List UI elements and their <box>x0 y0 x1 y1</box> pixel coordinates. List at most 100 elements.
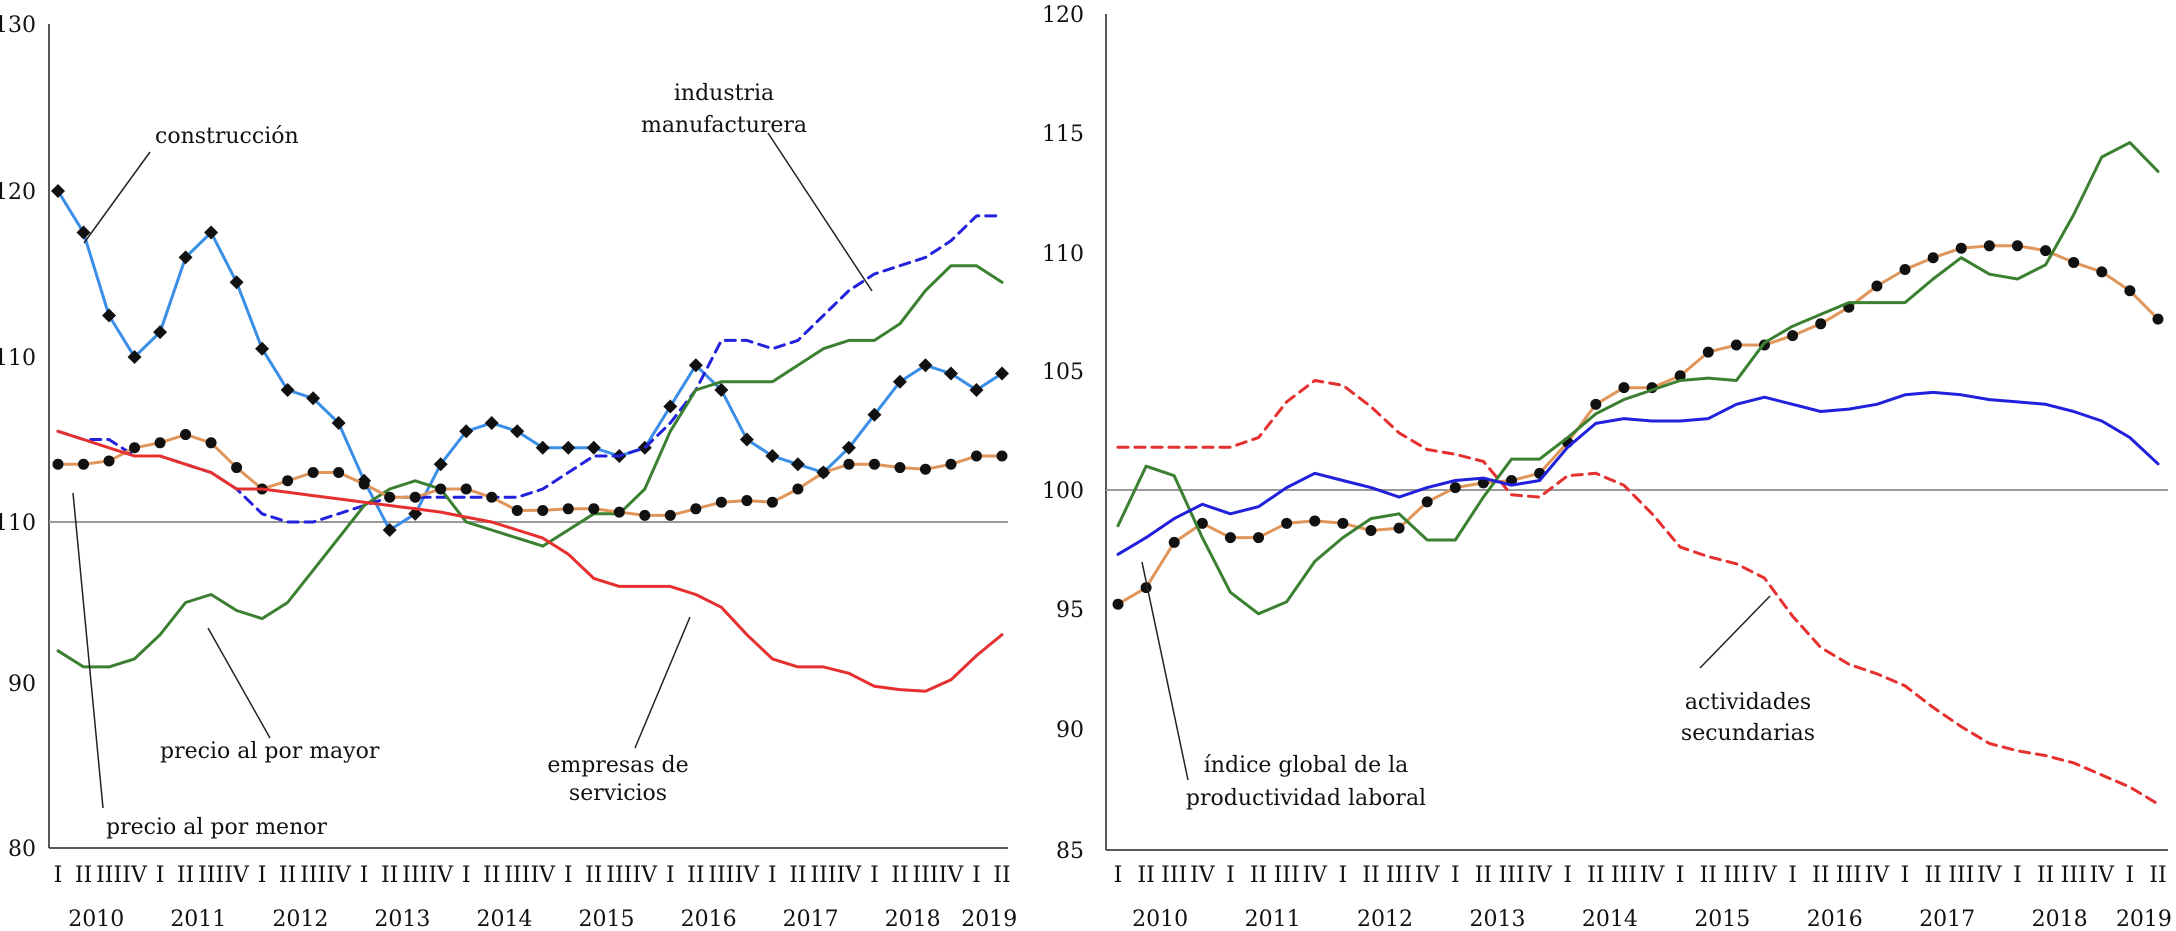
left-series-layer <box>51 184 1009 693</box>
left-year-label-2015: 2015 <box>579 907 635 931</box>
right-quarter-label-16: I <box>1563 863 1572 888</box>
left-year-label-2019: 2019 <box>961 907 1017 931</box>
right-quarter-label-34: III <box>2061 863 2087 888</box>
left-quarter-label-34: III <box>912 863 938 888</box>
right-series-indice-global-de-la-productividad-laboral-point-3 <box>1196 517 1208 529</box>
right-series-indice-global-de-la-productividad-laboral-point-32 <box>2011 240 2023 252</box>
left-y-tick-0: 130 <box>0 13 36 38</box>
left-series-precio-al-por-menor-point-0 <box>52 458 64 470</box>
left-series-construccion-point-34 <box>918 358 933 373</box>
right-series-indice-global-de-la-productividad-laboral-point-9 <box>1365 524 1377 536</box>
annotation-empresas-line2: servicios <box>569 781 667 806</box>
left-year-label-2018: 2018 <box>885 907 941 931</box>
right-quarter-label-12: I <box>1451 863 1460 888</box>
left-series-precio-al-por-menor-point-3 <box>129 442 141 454</box>
left-series-precio-al-por-menor-point-31 <box>843 458 855 470</box>
annotation-precio-mayor: precio al por mayor <box>160 739 380 764</box>
left-quarter-label-4: I <box>156 863 165 888</box>
left-series-precio-al-por-menor-point-37 <box>996 450 1008 462</box>
left-series-precio-al-por-menor-point-12 <box>358 478 370 490</box>
left-series-precio-al-por-menor-point-33 <box>894 462 906 474</box>
annotation-actividades-line2: secundarias <box>1681 721 1815 746</box>
right-quarter-label-14: III <box>1498 863 1524 888</box>
left-quarter-label-32: I <box>870 863 879 888</box>
right-quarter-label-3: IV <box>1190 863 1216 888</box>
left-y-tick-labels: 130 120 110 110 90 80 <box>0 13 36 862</box>
left-year-label-2010: 2010 <box>68 907 124 931</box>
left-series-construccion-point-2 <box>102 308 117 323</box>
right-series-indice-global-de-la-productividad-laboral-point-20 <box>1674 370 1686 382</box>
left-y-tick-1: 120 <box>0 180 36 205</box>
right-quarter-label-25: II <box>1812 863 1829 888</box>
left-series-precio-al-por-menor-point-9 <box>282 475 294 487</box>
right-quarter-label-27: IV <box>1865 863 1891 888</box>
leader-empresas <box>634 616 691 749</box>
left-quarter-label-22: III <box>606 863 632 888</box>
leader-indice-global <box>1141 561 1189 781</box>
right-series-indice-global-de-la-productividad-laboral-point-24 <box>1787 330 1799 342</box>
right-quarter-label-36: I <box>2126 863 2135 888</box>
left-series-construccion-point-16 <box>459 424 474 439</box>
annotation-indice-line1: índice global de la <box>1204 753 1409 778</box>
left-series-empresas-de-servicios-line <box>56 429 1004 693</box>
left-series-construccion-point-21 <box>586 440 601 455</box>
right-series-indice-global-de-la-productividad-laboral-point-18 <box>1618 382 1630 394</box>
left-series-precio-al-por-menor-point-18 <box>511 504 523 516</box>
right-series-indice-global-de-la-productividad-laboral-point-34 <box>2068 256 2080 268</box>
right-year-label-2011: 2011 <box>1245 907 1301 931</box>
left-y-tick-5: 80 <box>8 837 36 862</box>
leader-precio-mayor <box>207 627 271 739</box>
left-series-precio-al-por-menor-point-23 <box>639 509 651 521</box>
left-year-label-2011: 2011 <box>170 907 226 931</box>
left-series-construccion-point-13 <box>382 523 397 538</box>
right-series-indice-global-de-la-productividad-laboral-point-33 <box>2040 245 2052 257</box>
left-quarter-label-37: II <box>993 863 1010 888</box>
right-year-labels: 2010 2011 2012 2013 2014 2015 2016 2017 2018 2019 <box>1132 907 2172 931</box>
left-quarter-label-16: I <box>462 863 471 888</box>
left-series-industria-manufacturera <box>56 214 1004 524</box>
left-series-precio-al-por-menor-point-16 <box>460 483 472 495</box>
left-quarter-label-35: IV <box>939 863 965 888</box>
left-series-construccion-point-27 <box>739 432 754 447</box>
annotation-industria-line1: industria <box>674 81 774 106</box>
left-quarter-label-2: III <box>96 863 122 888</box>
right-y-tick-2: 110 <box>1042 242 1084 267</box>
left-quarter-label-25: II <box>687 863 704 888</box>
right-quarter-label-33: II <box>2037 863 2054 888</box>
right-y-tick-5: 95 <box>1056 598 1084 623</box>
left-y-tick-4: 90 <box>8 672 36 697</box>
left-quarter-labels: I II III IV I II III IV I II III IV I II III IV I II III IV… <box>54 863 1011 888</box>
right-series-total <box>1116 141 2160 616</box>
left-series-construccion-point-4 <box>153 325 168 340</box>
left-quarter-label-30: III <box>810 863 836 888</box>
left-series-precio-al-por-menor-point-1 <box>78 458 90 470</box>
right-quarter-label-35: IV <box>2089 863 2115 888</box>
left-quarter-label-0: I <box>54 863 63 888</box>
left-quarter-label-3: IV <box>122 863 148 888</box>
left-series-precio-al-por-menor-point-32 <box>868 458 880 470</box>
left-series-precio-al-por-menor-point-11 <box>333 467 345 478</box>
left-quarter-label-20: I <box>564 863 573 888</box>
left-series-empresas-de-servicios <box>56 429 1004 693</box>
right-quarter-label-32: I <box>2013 863 2022 888</box>
right-year-label-2012: 2012 <box>1357 907 1413 931</box>
left-quarter-label-33: II <box>891 863 908 888</box>
left-series-construccion-point-17 <box>484 416 499 430</box>
right-series-indice-global-de-la-productividad-laboral-point-37 <box>2152 313 2164 325</box>
left-quarter-label-18: III <box>504 863 530 888</box>
left-quarter-label-15: IV <box>428 863 454 888</box>
left-series-precio-al-por-menor-point-13 <box>384 491 396 503</box>
left-quarter-label-9: II <box>279 863 296 888</box>
right-year-label-2018: 2018 <box>2032 907 2088 931</box>
left-series-precio-al-por-menor-point-15 <box>435 483 447 495</box>
left-series-construccion-point-1 <box>76 225 91 240</box>
right-quarter-label-28: I <box>1901 863 1910 888</box>
left-series-construccion-point-36 <box>969 383 984 397</box>
annotation-empresas-line1: empresas de <box>547 753 688 778</box>
leader-precio-menor <box>72 492 104 809</box>
left-series-precio-al-por-menor-point-14 <box>409 491 421 503</box>
left-year-label-2016: 2016 <box>681 907 737 931</box>
right-quarter-label-7: IV <box>1302 863 1328 888</box>
right-quarter-label-30: III <box>1948 863 1974 888</box>
